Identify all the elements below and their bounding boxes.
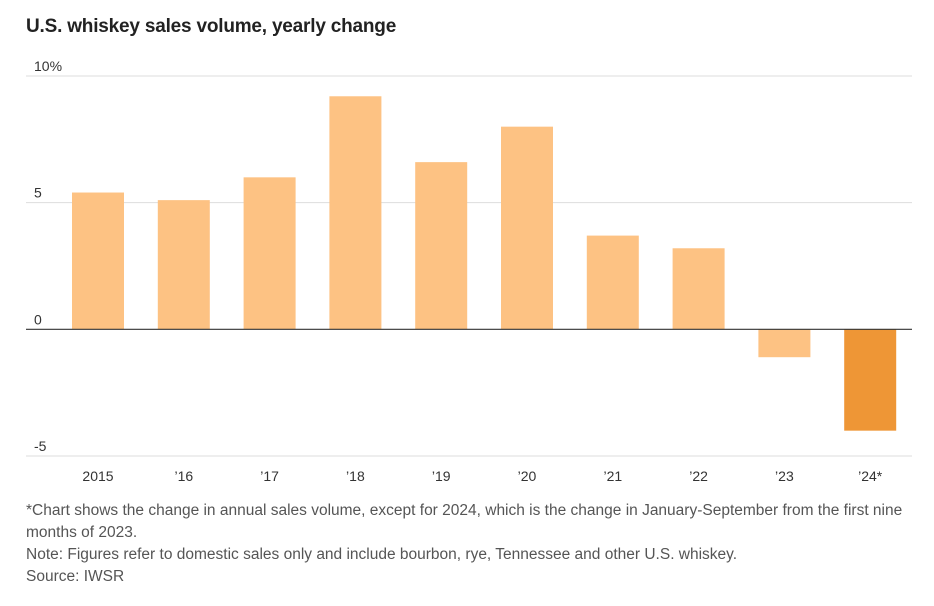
bar-8: [758, 329, 811, 358]
y-tick-label: 10%: [34, 58, 62, 74]
bar-2: [243, 177, 296, 330]
y-tick-label: 5: [34, 185, 42, 201]
x-tick-label: ’18: [346, 468, 365, 484]
bar-chart: 10% 5 0 -5 2015 ’16 ’17 ’18 ’19 ’20 ’21 ’22 ’23 ’24*: [26, 58, 912, 484]
y-tick-label: -5: [34, 438, 47, 454]
x-tick-label: ’16: [174, 468, 193, 484]
chart-notes: *Chart shows the change in annual sales …: [26, 500, 916, 588]
x-tick-label: ’23: [775, 468, 794, 484]
x-tick-label: ’21: [603, 468, 622, 484]
chart-title: U.S. whiskey sales volume, yearly change: [26, 16, 397, 37]
x-tick-label: ’17: [260, 468, 279, 484]
bar-6: [586, 235, 639, 330]
x-tick-label: ’20: [518, 468, 537, 484]
y-tick-label: 0: [34, 311, 42, 327]
x-axis-ticks: 2015 ’16 ’17 ’18 ’19 ’20 ’21 ’22 ’23 ’24*: [82, 468, 882, 484]
footnote: *Chart shows the change in annual sales …: [26, 502, 903, 541]
bar-7: [672, 248, 725, 330]
x-tick-label: ’24*: [858, 468, 883, 484]
bar-3: [329, 96, 382, 330]
bar-9: [844, 329, 897, 431]
bar-4: [415, 162, 468, 330]
y-axis-ticks: 10% 5 0 -5: [34, 58, 62, 454]
x-tick-label: ’22: [689, 468, 708, 484]
bar-0: [72, 192, 124, 330]
x-tick-label: 2015: [82, 468, 113, 484]
bars: [72, 96, 897, 431]
x-tick-label: ’19: [432, 468, 451, 484]
source: Source: IWSR: [26, 568, 125, 585]
note: Note: Figures refer to domestic sales on…: [26, 546, 738, 563]
bar-5: [501, 126, 553, 330]
bar-1: [157, 200, 210, 330]
